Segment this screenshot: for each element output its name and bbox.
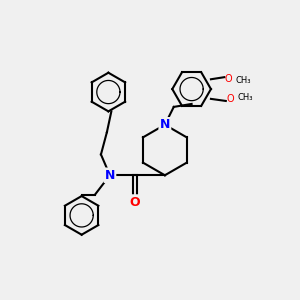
Text: N: N (160, 118, 170, 131)
Text: O: O (225, 74, 232, 84)
Text: O: O (130, 196, 140, 208)
Text: N: N (105, 169, 115, 182)
Text: CH₃: CH₃ (236, 76, 251, 85)
Text: CH₃: CH₃ (237, 94, 253, 103)
Text: O: O (226, 94, 234, 104)
